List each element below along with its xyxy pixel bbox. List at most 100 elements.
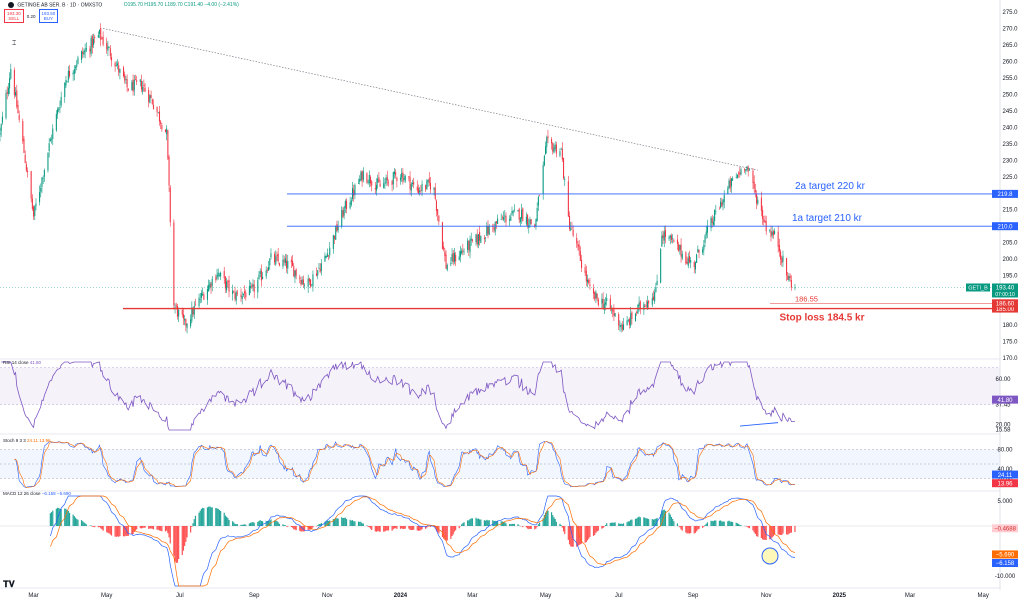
candle-body (580, 259, 583, 269)
candle (233, 290, 235, 293)
candle-body (790, 280, 792, 288)
candle-body (778, 244, 780, 252)
macd-histogram-bar (337, 518, 339, 526)
macd-histogram-bar (760, 526, 762, 539)
candle (471, 238, 473, 243)
macd-histogram-bar (83, 522, 85, 526)
candle-body (192, 307, 194, 315)
candle-body (585, 270, 587, 282)
candle-body (686, 261, 688, 264)
candle-body (47, 152, 49, 171)
macd-histogram-bar (445, 526, 447, 542)
candle (60, 91, 62, 108)
macd-histogram-bar (178, 526, 180, 560)
macd-histogram-bar (735, 522, 737, 526)
price-tick-label: 245.0 (1002, 109, 1018, 115)
macd-histogram-bar (417, 526, 420, 531)
macd-histogram-bar (453, 526, 456, 532)
candle (752, 168, 754, 190)
ruler-icon[interactable]: ⌶ (12, 40, 17, 47)
candle-body (477, 234, 479, 245)
candle-body (202, 293, 204, 296)
candle-body (43, 170, 45, 177)
candle-body (459, 251, 461, 257)
candle (710, 215, 712, 232)
candle (705, 225, 707, 239)
candle (459, 245, 461, 263)
candle (551, 137, 553, 150)
candle (210, 281, 212, 294)
macd-histogram-bar (493, 520, 495, 526)
candle (648, 299, 650, 310)
candle-body (787, 275, 789, 280)
candle-body (643, 303, 645, 310)
macd-histogram-bar (467, 520, 469, 526)
macd-histogram-bar (184, 526, 186, 546)
candle (379, 179, 381, 188)
candle (226, 277, 228, 294)
macd-histogram-bar (773, 526, 776, 535)
macd-histogram-bar (149, 526, 151, 529)
macd-histogram-bar (696, 526, 698, 532)
candle (319, 263, 321, 274)
candle-body (702, 249, 704, 253)
candle (371, 179, 373, 192)
candle-body (42, 178, 44, 180)
candle-body (136, 80, 138, 82)
candle (203, 291, 205, 301)
price-line-axis-box (992, 304, 1018, 313)
candle-body (377, 178, 379, 183)
candle-body (577, 244, 579, 247)
candle (100, 23, 102, 47)
macd-histogram-bar (637, 517, 639, 526)
candle (688, 250, 690, 264)
macd-histogram-bar (687, 526, 689, 534)
macd-signal-box (992, 550, 1018, 559)
candle-body (429, 182, 431, 190)
macd-histogram-bar (513, 523, 515, 526)
macd-histogram-bar (354, 521, 356, 526)
candle-body (584, 267, 586, 273)
candle (504, 210, 506, 223)
candle (362, 167, 364, 183)
macd-histogram-bar (353, 521, 355, 526)
candle (789, 273, 791, 282)
macd-histogram-bar (66, 510, 68, 526)
macd-histogram-bar (403, 526, 405, 529)
macd-histogram-bar (275, 520, 277, 526)
macd-histogram-bar (648, 519, 650, 526)
macd-histogram-bar (627, 521, 629, 526)
candle-body (101, 37, 103, 39)
candle (83, 48, 85, 58)
price-tick-label: 275.0 (1002, 10, 1018, 16)
candle-body (13, 69, 15, 96)
candle-body (720, 201, 722, 208)
macd-histogram-bar (501, 521, 503, 526)
candle (621, 321, 623, 332)
candle-body (228, 280, 230, 292)
candle (425, 184, 427, 193)
candle (206, 285, 208, 305)
macd-histogram-bar (560, 525, 562, 526)
macd-histogram-bar (133, 526, 135, 533)
candle (258, 271, 260, 281)
candle-body (754, 189, 756, 192)
ohlc-readout: O195.70 H195.70 L189.70 C191.40 −4.00 (−… (123, 2, 239, 9)
candle (778, 238, 780, 257)
candle (332, 234, 334, 254)
macd-histogram-bar (561, 526, 563, 528)
candle-body (794, 287, 796, 289)
candle (592, 284, 595, 300)
candle (730, 177, 732, 193)
candle (518, 207, 520, 224)
sell-button[interactable]: 193.30 SELL (4, 9, 24, 23)
candle (200, 289, 202, 303)
candle-body (259, 271, 261, 274)
candle (94, 34, 96, 44)
buy-button[interactable]: 193.50 BUY (38, 9, 59, 23)
candle-body (722, 199, 724, 205)
macd-histogram-bar (721, 521, 723, 526)
candle-body (552, 143, 554, 152)
candle (266, 267, 268, 274)
